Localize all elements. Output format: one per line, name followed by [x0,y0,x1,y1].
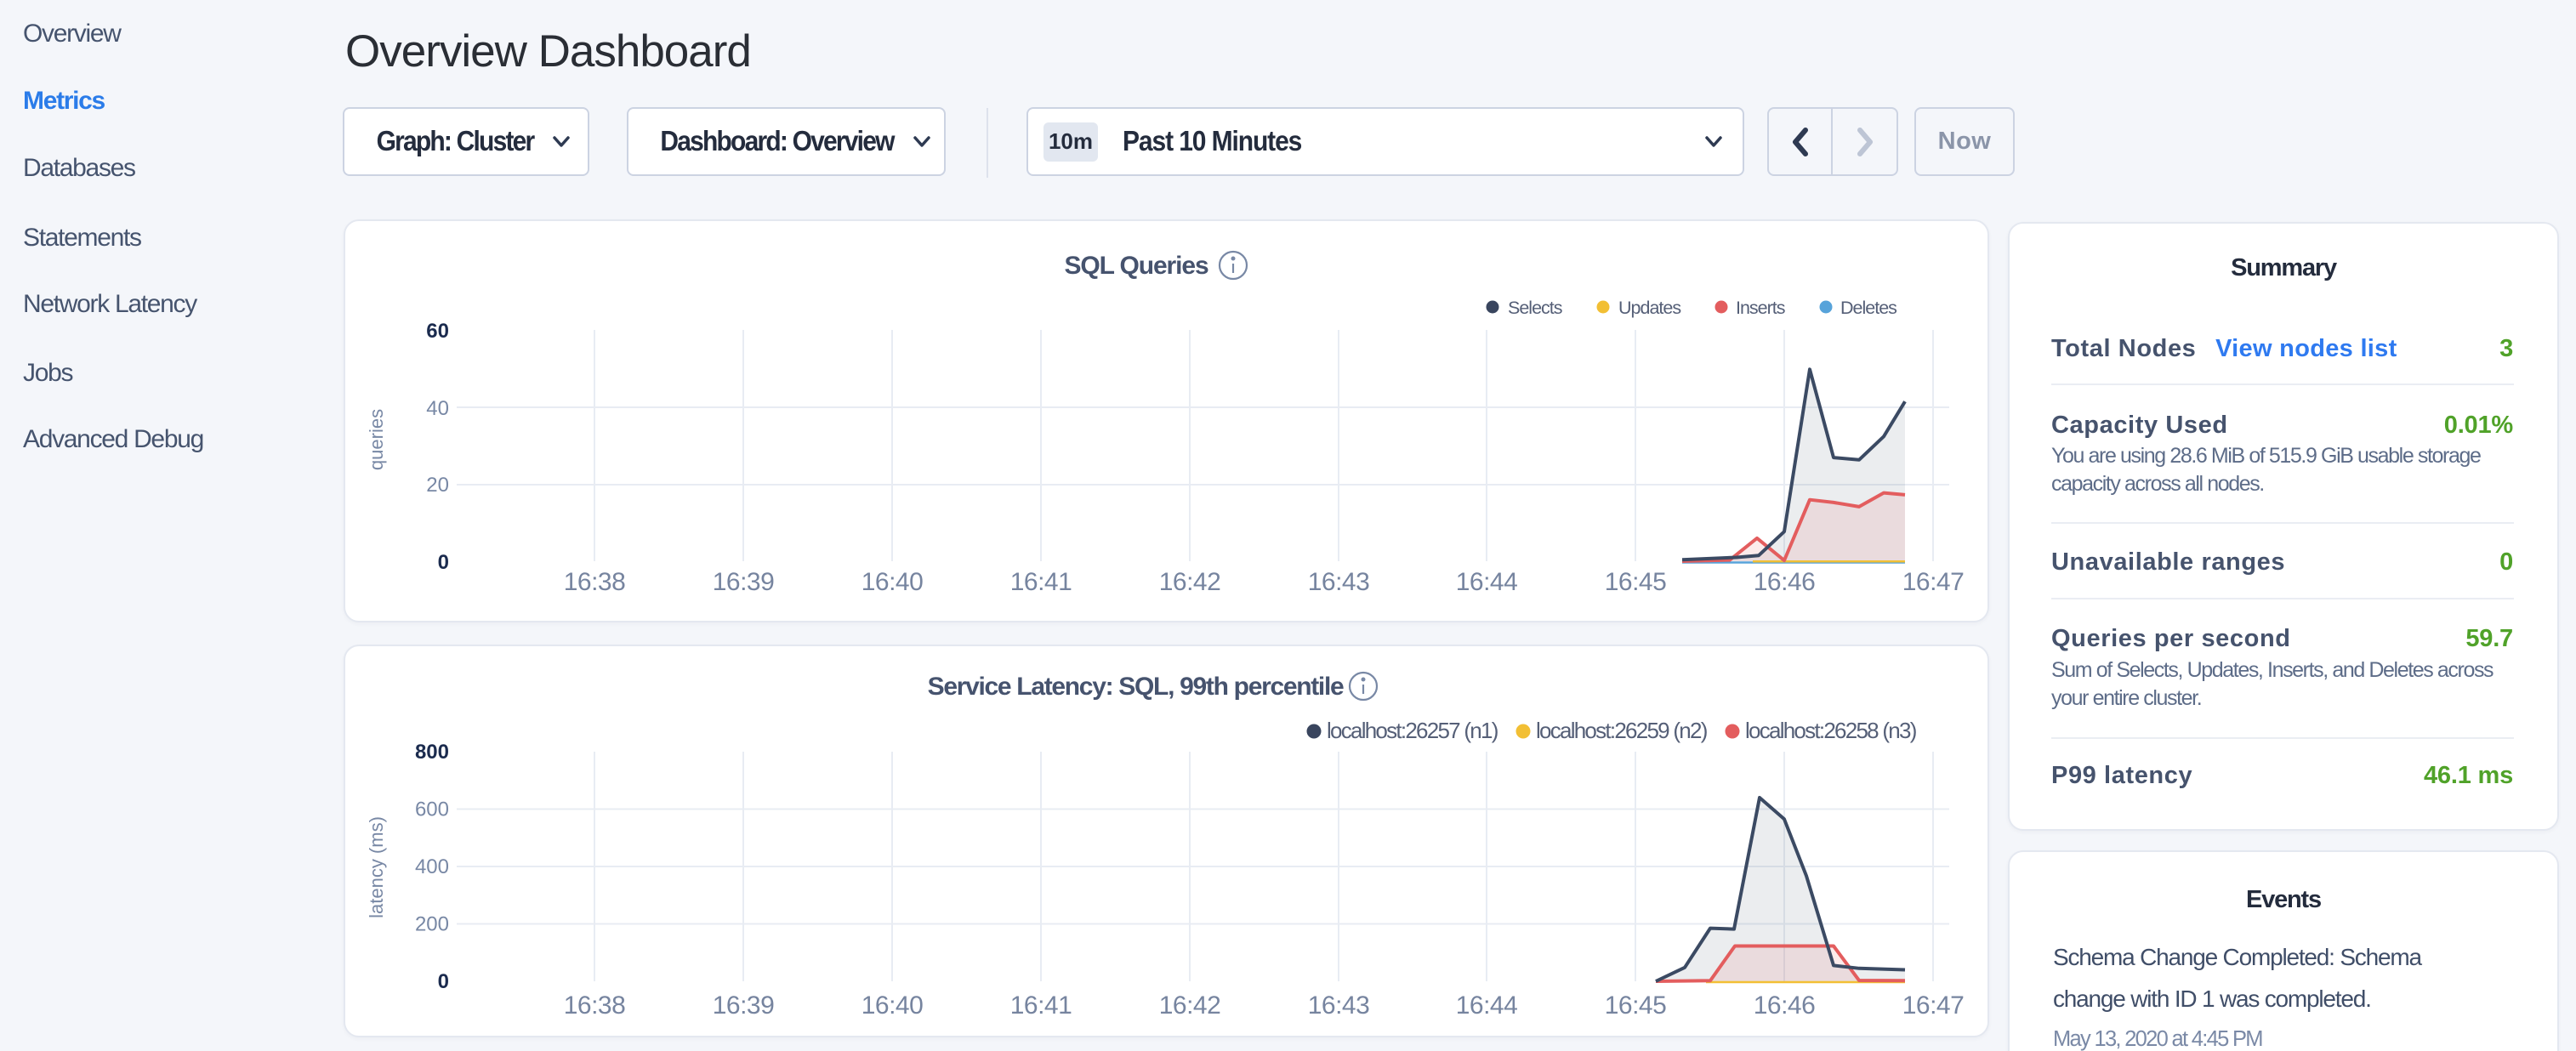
svg-text:600: 600 [415,798,449,821]
svg-text:Selects: Selects [1508,298,1562,318]
svg-text:16:41: 16:41 [1010,991,1072,1020]
svg-text:16:40: 16:40 [862,991,924,1020]
svg-text:20: 20 [426,474,449,497]
svg-text:16:38: 16:38 [564,568,626,596]
svg-text:16:40: 16:40 [862,568,924,596]
svg-text:16:45: 16:45 [1605,991,1667,1020]
svg-text:16:44: 16:44 [1456,568,1518,596]
svg-text:Service Latency: SQL, 99th per: Service Latency: SQL, 99th percentile [928,673,1344,701]
svg-text:localhost:26258 (n3): localhost:26258 (n3) [1745,718,1917,743]
svg-text:16:47: 16:47 [1902,991,1965,1020]
svg-text:400: 400 [415,855,449,878]
svg-text:16:45: 16:45 [1605,568,1667,596]
svg-text:60: 60 [426,320,449,343]
svg-text:16:47: 16:47 [1902,568,1965,596]
svg-text:16:42: 16:42 [1159,991,1221,1020]
svg-text:16:43: 16:43 [1308,991,1370,1020]
svg-text:16:42: 16:42 [1159,568,1221,596]
svg-text:0: 0 [438,970,449,993]
svg-text:0: 0 [438,551,449,574]
svg-text:16:41: 16:41 [1010,568,1072,596]
svg-text:16:39: 16:39 [713,991,775,1020]
svg-text:Updates: Updates [1618,298,1680,318]
svg-text:Inserts: Inserts [1736,298,1785,318]
svg-text:queries: queries [366,409,387,470]
svg-text:40: 40 [426,397,449,420]
svg-text:16:46: 16:46 [1754,991,1816,1020]
svg-text:16:46: 16:46 [1754,568,1816,596]
svg-text:SQL Queries: SQL Queries [1064,252,1208,280]
svg-text:localhost:26259 (n2): localhost:26259 (n2) [1536,718,1708,743]
svg-text:latency (ms): latency (ms) [366,816,387,918]
svg-text:16:43: 16:43 [1308,568,1370,596]
svg-text:200: 200 [415,913,449,936]
svg-text:localhost:26257 (n1): localhost:26257 (n1) [1327,718,1498,743]
svg-text:16:39: 16:39 [713,568,775,596]
svg-text:Deletes: Deletes [1840,298,1896,318]
svg-text:800: 800 [415,741,449,764]
svg-text:16:44: 16:44 [1456,991,1518,1020]
svg-text:16:38: 16:38 [564,991,626,1020]
